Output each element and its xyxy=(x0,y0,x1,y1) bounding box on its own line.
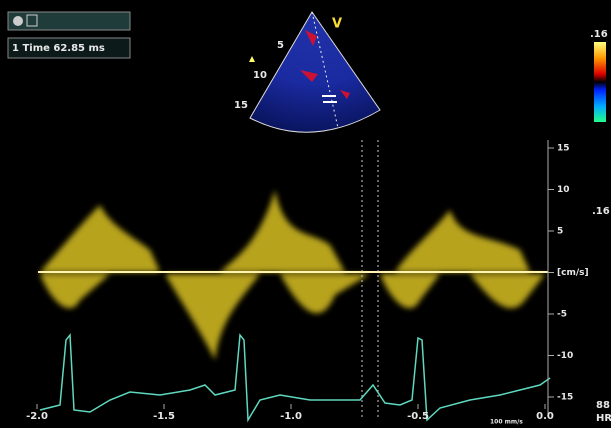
time-label: -1.0 xyxy=(280,411,302,422)
heart-rate: 88 xyxy=(596,400,610,411)
velocity-label: 15 xyxy=(557,144,570,154)
velocity-label: 5 xyxy=(557,227,563,237)
page: 1 Time 62.85 ms 5 10 15 V .16 .16 15 10 5 [… xyxy=(0,0,611,428)
mode-icon xyxy=(13,16,23,26)
depth-label: 15 xyxy=(234,100,248,111)
mode-letter: V xyxy=(332,17,342,32)
scale-top: .16 xyxy=(590,29,608,40)
time-label: -2.0 xyxy=(26,411,48,422)
velocity-label: 10 xyxy=(557,185,570,195)
time-label: 0.0 xyxy=(536,411,554,422)
velocity-label: [cm/s] xyxy=(557,268,589,278)
velocity-label: -5 xyxy=(557,310,567,320)
heart-rate-unit: HR xyxy=(596,413,611,424)
ultrasound-screen: 1 Time 62.85 ms 5 10 15 V .16 .16 15 10 5 [… xyxy=(0,0,611,428)
sweep-speed: 100 mm/s xyxy=(490,419,523,426)
scale-bottom: .16 xyxy=(592,206,610,217)
time-label: -1.5 xyxy=(153,411,175,422)
timing-label: 1 Time 62.85 ms xyxy=(12,43,105,54)
color-bar xyxy=(594,42,606,122)
depth-label: 10 xyxy=(253,70,267,81)
mode-box xyxy=(8,12,130,30)
depth-label: 5 xyxy=(277,40,284,51)
time-label: -0.5 xyxy=(407,411,429,422)
velocity-label: -15 xyxy=(557,393,573,403)
velocity-label: -10 xyxy=(557,351,573,361)
